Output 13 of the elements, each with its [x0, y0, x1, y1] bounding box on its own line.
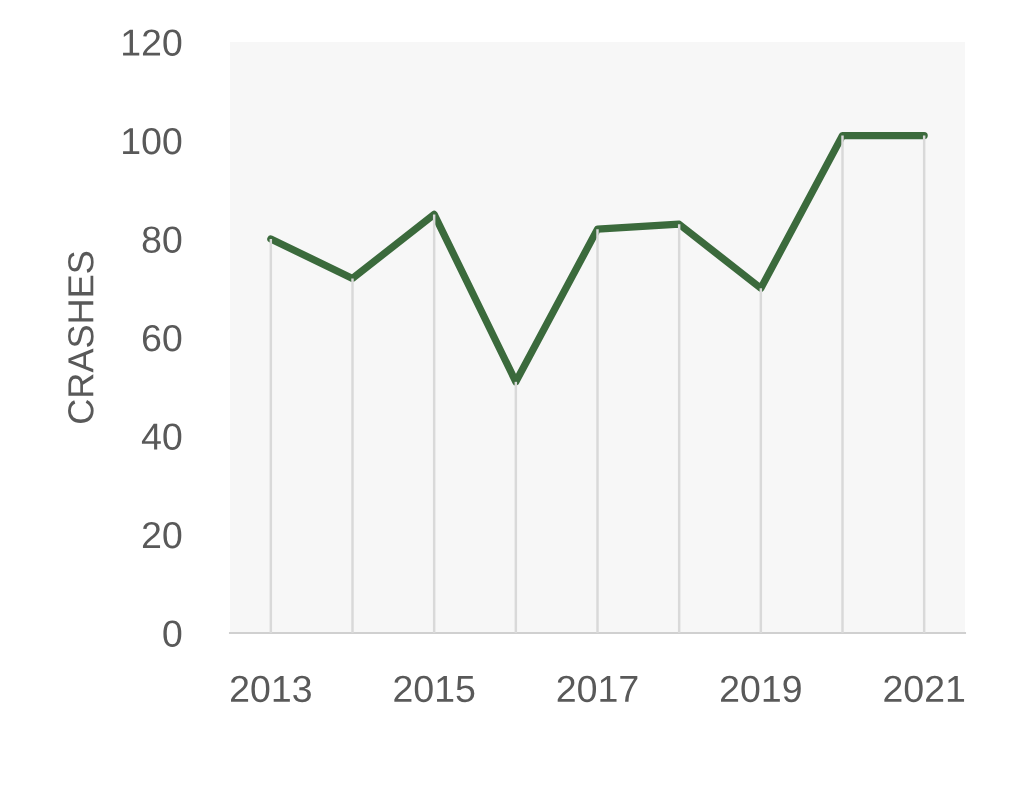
y-tick-label: 80: [142, 226, 182, 253]
x-tick-label: 2019: [721, 675, 801, 703]
x-tick-label: 2013: [231, 675, 311, 703]
x-tick-label: 2021: [884, 675, 965, 703]
x-tick-label: 2017: [557, 675, 638, 703]
x-tick-label: 2015: [394, 675, 475, 703]
y-tick-label: 40: [141, 423, 182, 450]
y-tick-label: 60: [142, 324, 182, 352]
y-tick-label: 120: [123, 29, 182, 56]
y-tick-label: 20: [142, 521, 182, 549]
y-tick-label: 100: [123, 127, 182, 155]
y-axis-title: CRASHES: [68, 251, 94, 423]
y-tick-label: 0: [163, 620, 182, 647]
